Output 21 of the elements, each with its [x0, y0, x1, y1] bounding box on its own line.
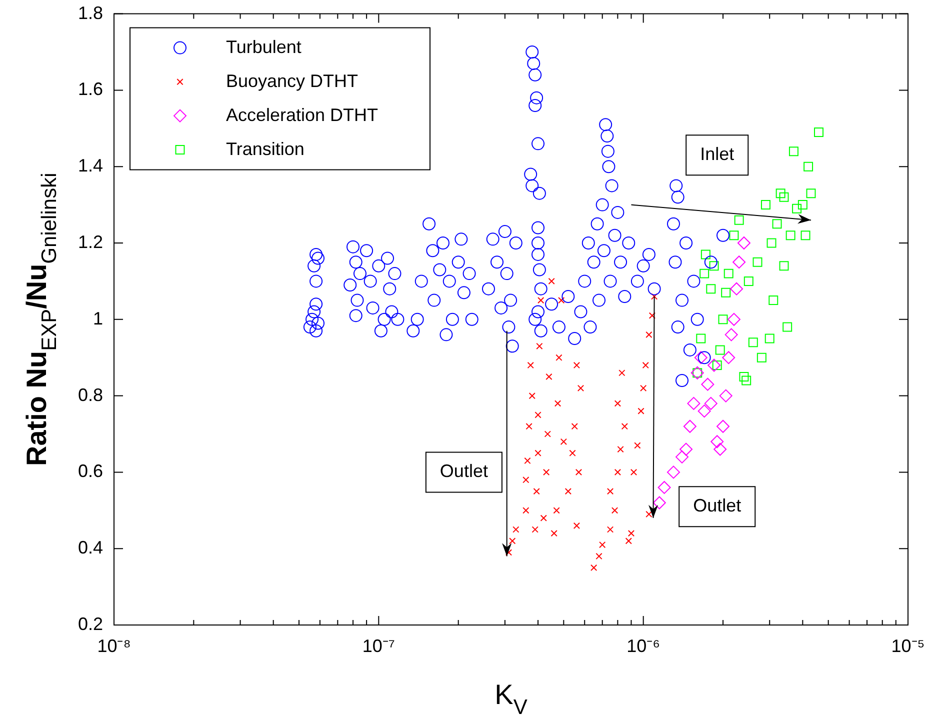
y-tick-label: 1.2: [78, 232, 103, 252]
y-tick-label: 1.4: [78, 156, 103, 176]
x-tick-label: 10⁻⁵: [891, 636, 925, 656]
x-tick-label: 10⁻⁸: [97, 636, 131, 656]
y-axis-title: Ratio NuEXP/NuGnielinski: [21, 172, 61, 466]
legend-label: Transition: [226, 138, 304, 159]
y-tick-label: 1.6: [78, 79, 103, 100]
annotation: Outlet: [440, 461, 488, 482]
y-tick-label: 1.8: [78, 2, 103, 23]
y-tick-label: 0.6: [78, 461, 103, 482]
annotation: Outlet: [693, 496, 742, 516]
x-tick-label: 10⁻⁶: [626, 636, 660, 656]
y-tick-label: 1: [92, 308, 103, 328]
legend-label: Acceleration DTHT: [226, 104, 378, 125]
annotation: Inlet: [700, 144, 734, 164]
legend-label: Turbulent: [226, 36, 302, 57]
x-tick-label: 10⁻⁷: [362, 636, 395, 656]
y-tick-label: 0.8: [78, 384, 103, 405]
y-tick-label: 0.4: [78, 538, 103, 558]
legend-label: Buoyancy DTHT: [226, 70, 358, 91]
y-tick-label: 0.2: [78, 614, 103, 634]
